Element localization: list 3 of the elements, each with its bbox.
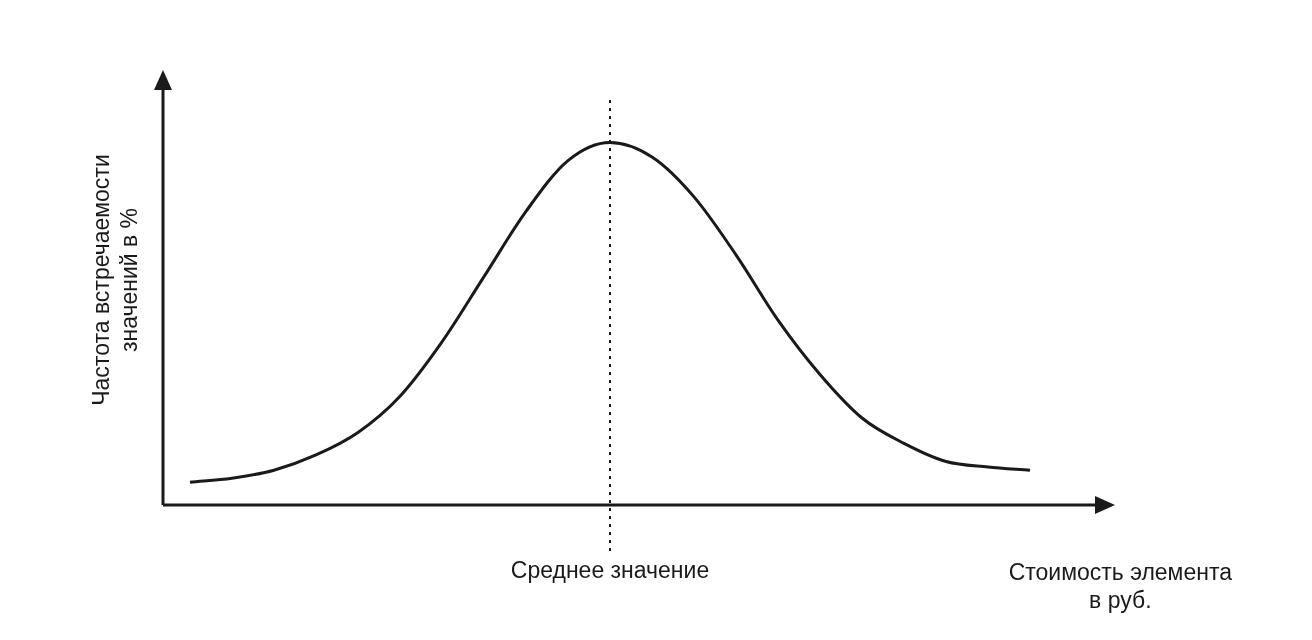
text: Среднее значение [510, 556, 710, 584]
y-axis-title: Частота встречаемости значений в % [87, 154, 143, 406]
x-axis-title: Стоимость элемента в руб. [1008, 558, 1232, 614]
